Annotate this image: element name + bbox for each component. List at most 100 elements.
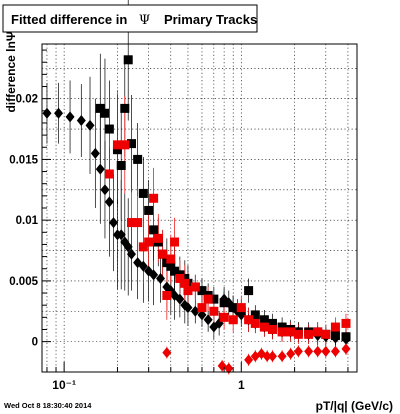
red-square-point [126, 218, 136, 228]
black-square-point [341, 332, 351, 342]
red-square-point [286, 327, 296, 337]
black-diamond-point [123, 241, 133, 253]
black-square-point [166, 261, 176, 271]
black-square-point [126, 139, 136, 149]
black-diamond-point [85, 119, 95, 131]
title-main: Fitted difference in [11, 12, 127, 27]
red-diamond-point [162, 347, 172, 359]
markers-layer [42, 55, 351, 374]
red-square-point [209, 306, 219, 316]
red-diamond-point [293, 345, 303, 357]
y-tick-label: 0 [32, 337, 38, 349]
black-diamond-point [120, 236, 130, 248]
red-diamond-point [250, 350, 260, 362]
black-square-point [95, 103, 105, 113]
black-diamond-point [197, 309, 207, 321]
red-square-point [180, 278, 190, 288]
red-diamond-point [224, 362, 234, 374]
black-square-point [330, 331, 340, 341]
title-tail: Primary Tracks [164, 12, 257, 27]
black-diamond-point [183, 302, 193, 314]
black-diamond-point [100, 184, 110, 196]
red-square-point [153, 233, 163, 243]
black-diamond-point [175, 293, 185, 305]
black-square-point [209, 294, 219, 304]
black-diamond-point [90, 147, 100, 159]
red-square-point [341, 318, 351, 328]
black-square-point [100, 108, 110, 118]
y-tick-label: 0.02 [16, 94, 38, 106]
red-square-point [166, 254, 176, 264]
x-axis-label: pT/|q| (GeV/c) [316, 399, 393, 413]
footer-timestamp: Wed Oct 8 18:30:40 2014 [4, 401, 92, 410]
axis-layer: 10⁻¹ 1 0 0.005 0.01 0.015 0.02 [9, 43, 358, 392]
red-square-point [250, 318, 260, 328]
title-box: Fitted difference in Ψ Primary Tracks [2, 4, 258, 33]
red-diamond-point [321, 345, 331, 357]
black-square-point [267, 318, 277, 328]
black-diamond-point [65, 111, 75, 123]
red-square-point [149, 193, 159, 203]
black-square-point [149, 225, 159, 235]
black-square-point [228, 303, 238, 313]
red-diamond-point [244, 354, 254, 366]
red-diamond-point [304, 345, 314, 357]
y-axis-label: difference lnΨ [4, 31, 18, 112]
black-square-point [197, 286, 207, 296]
red-diamond-point [330, 345, 340, 357]
title-symbol: Ψ [139, 13, 150, 28]
red-square-point [293, 329, 303, 339]
red-square-point [183, 286, 193, 296]
red-square-point [313, 327, 323, 337]
black-square-point [112, 145, 122, 155]
black-square-point [138, 188, 148, 198]
black-diamond-point [104, 196, 114, 208]
red-square-point [158, 249, 168, 259]
red-square-point [112, 140, 122, 150]
x-tick-label: 1 [238, 378, 245, 392]
x-tick-label: 10⁻¹ [52, 378, 76, 392]
red-diamond-point [267, 350, 277, 362]
black-diamond-point [156, 272, 166, 284]
red-square-point [267, 324, 277, 334]
red-square-point [190, 282, 200, 292]
red-square-point [120, 140, 130, 150]
red-diamond-point [313, 345, 323, 357]
black-square-point [244, 286, 254, 296]
title-text: Fitted difference in Ψ Primary Tracks [11, 12, 257, 28]
red-diamond-point [277, 350, 287, 362]
red-square-point [228, 315, 238, 325]
black-square-point [104, 124, 114, 134]
red-square-point [144, 237, 154, 247]
red-square-point [170, 237, 180, 247]
plot-frame-layer [42, 44, 357, 372]
black-diamond-point [109, 217, 119, 229]
black-square-point [250, 310, 260, 320]
red-square-point [259, 322, 269, 332]
red-square-point [133, 218, 143, 228]
y-tick-label: 0.015 [9, 154, 38, 166]
black-square-point [123, 55, 133, 65]
red-square-point [203, 294, 213, 304]
red-square-point [330, 322, 340, 332]
red-square-point [277, 327, 287, 337]
black-square-point [219, 298, 229, 308]
black-diamond-point [203, 314, 213, 326]
red-diamond-point [341, 343, 351, 355]
black-diamond-point [138, 260, 148, 272]
red-diamond-point [286, 348, 296, 360]
red-square-point [244, 315, 254, 325]
red-square-point [104, 169, 114, 179]
red-square-point [321, 329, 331, 339]
red-square-point [219, 312, 229, 322]
red-square-point [304, 329, 314, 339]
black-diamond-point [116, 229, 126, 241]
black-square-point [116, 160, 126, 170]
plot-area [42, 44, 357, 372]
black-square-point [144, 205, 154, 215]
red-diamond-point [262, 350, 272, 362]
black-diamond-point [76, 115, 86, 127]
black-diamond-point [95, 163, 105, 175]
black-diamond-point [126, 248, 136, 260]
